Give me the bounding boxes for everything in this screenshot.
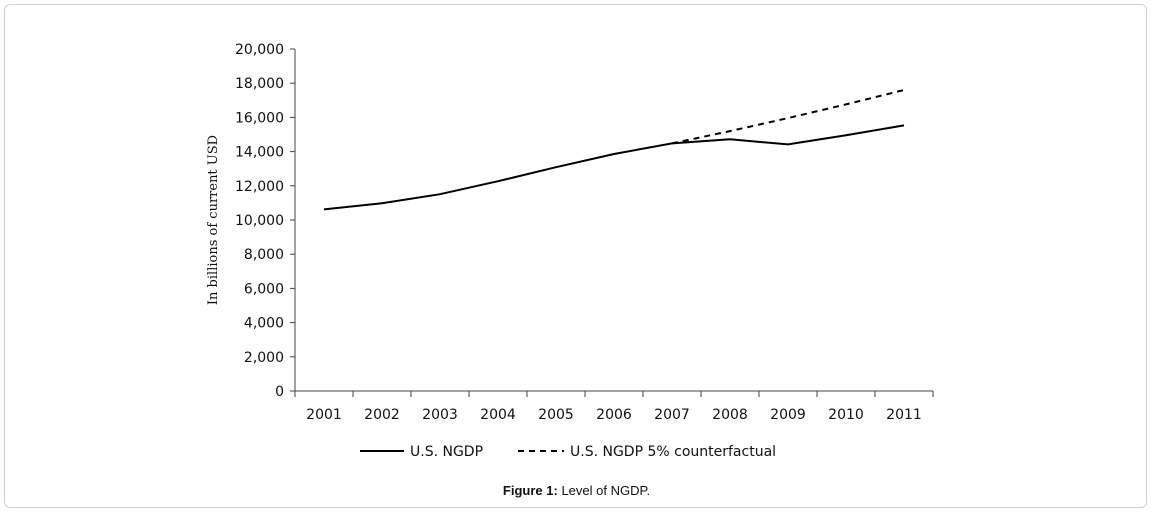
caption-label: Figure 1:: [502, 483, 558, 498]
y-tick-label: 6,000: [244, 281, 284, 297]
series-line-counterfactual: [671, 89, 905, 145]
x-tick-label: 2004: [480, 407, 516, 423]
x-tick-label: 2009: [770, 407, 806, 423]
chart-legend: U.S. NGDP U.S. NGDP 5% counterfactual: [360, 444, 776, 460]
chart-axes: [294, 49, 933, 392]
y-tick-label: 10,000: [235, 213, 284, 229]
y-axis-ticks: 0 2,000 4,000 6,000 8,000 10,000 12,000 14,000 1…: [235, 42, 295, 400]
x-tick-label: 2001: [306, 407, 342, 423]
x-tick-label: 2007: [654, 407, 690, 423]
y-tick-label: 16,000: [235, 110, 284, 126]
x-tick-label: 2006: [596, 407, 632, 423]
y-tick-label: 12,000: [235, 179, 284, 195]
y-tick-label: 0: [275, 384, 284, 400]
legend-label: U.S. NGDP: [410, 444, 483, 460]
x-tick-label: 2005: [538, 407, 574, 423]
y-tick-label: 2,000: [244, 350, 284, 366]
chart-series: [323, 89, 905, 211]
x-tick-label: 2003: [422, 407, 458, 423]
y-tick-label: 4,000: [244, 316, 284, 332]
y-tick-label: 8,000: [244, 247, 284, 263]
figure-frame: [4, 4, 1147, 508]
x-axis-ticks: 2001 2002 2003 2004 2005 2006 2007 2008 2009 2010…: [294, 391, 934, 423]
y-tick-label: 14,000: [235, 145, 284, 161]
x-tick-label: 2008: [712, 407, 748, 423]
y-tick-label: 18,000: [235, 76, 284, 92]
legend-label: U.S. NGDP 5% counterfactual: [570, 444, 776, 460]
y-axis-label: In billions of current USD: [206, 135, 221, 305]
series-line-ngdp: [323, 124, 905, 211]
figure-caption: Figure 1: Level of NGDP.: [0, 483, 1153, 498]
x-tick-label: 2010: [828, 407, 864, 423]
caption-text: Level of NGDP.: [561, 483, 651, 498]
x-tick-label: 2002: [364, 407, 400, 423]
x-tick-label: 2011: [886, 407, 922, 423]
y-tick-label: 20,000: [235, 42, 284, 58]
